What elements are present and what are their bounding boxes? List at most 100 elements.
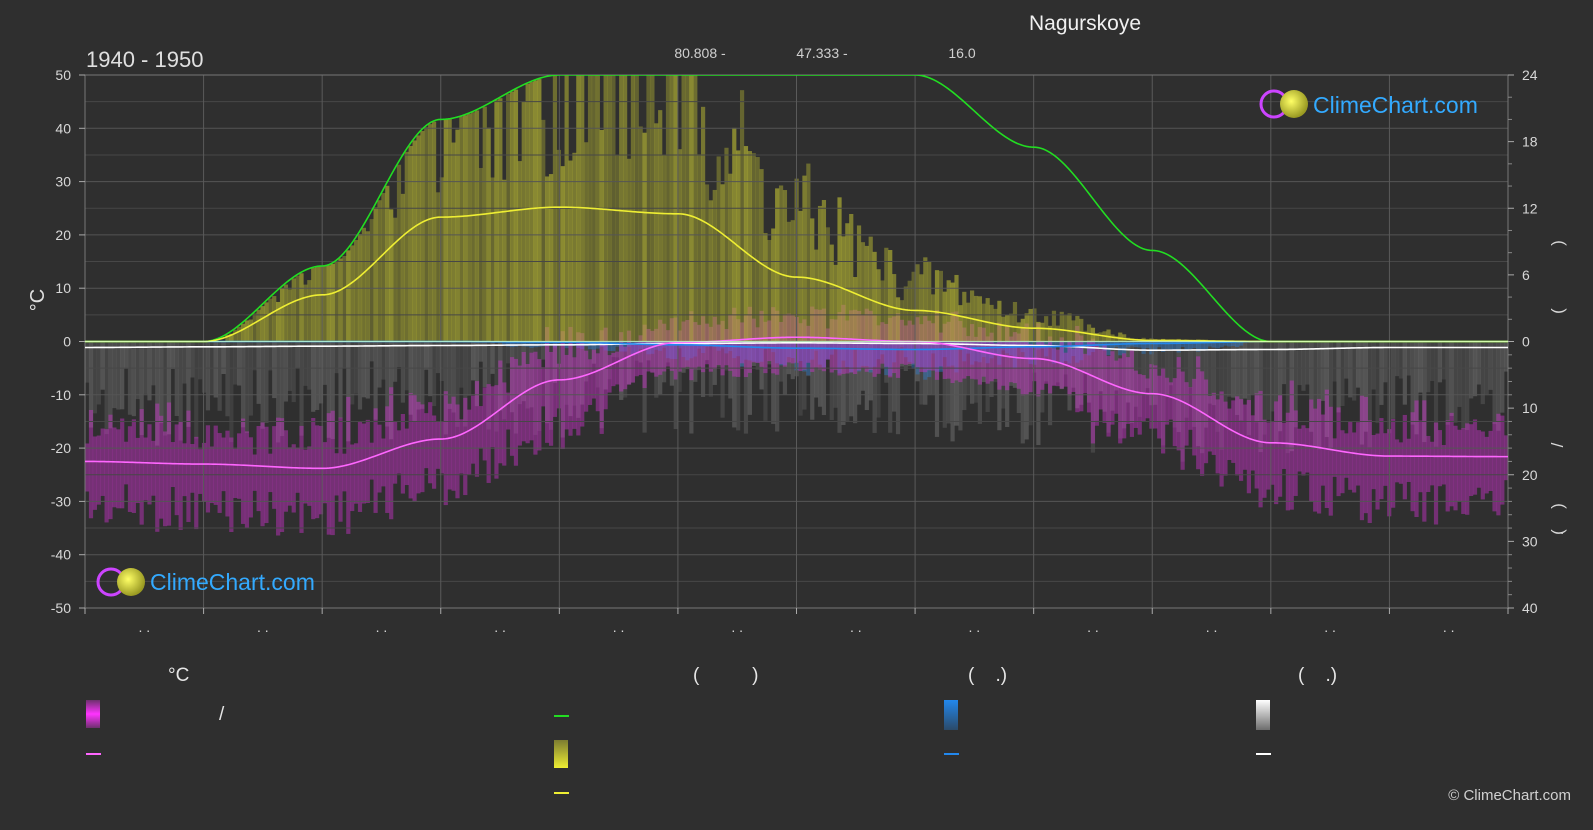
temperature-band-bar [829, 319, 834, 373]
rain-band-bar [517, 341, 522, 346]
snow-band-bar [1430, 341, 1435, 381]
rain-band-bar [1071, 341, 1076, 357]
snow-band-bar [1402, 341, 1407, 405]
sunshine-band-bar [899, 300, 905, 342]
snow-band-bar [1188, 341, 1193, 388]
x-month-label: . . [257, 619, 269, 635]
rain-band-bar [849, 341, 854, 373]
sunshine-band-bar [541, 119, 546, 342]
snow-band-bar [1196, 341, 1201, 447]
y-tick-label: 50 [55, 67, 71, 83]
rain-band-bar [1188, 341, 1193, 350]
sunshine-band-bar [572, 152, 577, 342]
sunshine-band-bar [1114, 335, 1119, 342]
rain-band-bar [954, 341, 959, 373]
snow-band-bar [595, 341, 600, 388]
temperature-band-bar [934, 310, 940, 380]
legend-swatch-rain-band [944, 700, 958, 730]
sunshine-band-bar [763, 233, 768, 342]
snow-band-bar [123, 341, 129, 369]
sunshine-band-bar [888, 250, 893, 342]
snow-band-bar [307, 341, 312, 390]
snow-band-bar [584, 341, 589, 382]
snow-band-bar [1320, 341, 1326, 401]
snow-band-bar [548, 341, 554, 430]
snow-band-bar [318, 341, 324, 404]
snow-band-bar [1301, 341, 1306, 391]
sunshine-band-bar [225, 334, 230, 342]
rain-band-bar [814, 341, 819, 351]
snow-band-bar [1242, 341, 1248, 399]
sunshine-band-bar [950, 282, 955, 342]
rain-band-bar [790, 341, 795, 359]
temperature-band-bar [1215, 399, 1220, 474]
snow-band-bar [993, 341, 998, 383]
snow-band-bar [693, 341, 698, 382]
snow-band-bar [739, 341, 745, 367]
temperature-band-bar [318, 425, 324, 515]
snow-band-bar [556, 341, 561, 369]
snow-band-bar [767, 341, 772, 365]
temperature-band-bar [1270, 421, 1275, 485]
snow-band-bar [1133, 341, 1138, 407]
sunshine-band-bar [1075, 315, 1080, 342]
temperature-band-bar [1005, 325, 1010, 391]
temperature-band-bar [541, 367, 546, 407]
snow-band-bar [1106, 341, 1111, 433]
snow-band-bar [962, 341, 967, 411]
snow-band-bar [833, 341, 838, 408]
legend-swatch-snow-band [1256, 700, 1270, 730]
legend-sun-header: ( ) [693, 665, 759, 686]
rain-band-bar [950, 341, 955, 366]
snow-band-bar [1453, 341, 1458, 423]
rain-band-bar [969, 341, 975, 365]
temperature-band-bar [435, 421, 441, 469]
sunshine-band-bar [311, 267, 316, 342]
snow-band-bar [876, 341, 881, 418]
temperature-band-bar [1504, 435, 1508, 481]
rain-band-bar [1079, 341, 1084, 361]
x-month-label: . . [376, 619, 388, 635]
x-month-label: . . [731, 619, 743, 635]
snow-band-bar [576, 341, 581, 418]
snow-band-bar [903, 341, 908, 372]
temperature-band-bar [872, 315, 877, 377]
temperature-band-bar [545, 327, 550, 443]
x-month-label: . . [1087, 619, 1099, 635]
snow-band-bar [1176, 341, 1181, 433]
sunshine-band-bar [856, 225, 862, 342]
rain-band-bar [1024, 341, 1029, 359]
y2-tick-label: 24 [1522, 67, 1538, 83]
rain-band-bar [1164, 341, 1170, 350]
rain-band-bar [685, 341, 690, 361]
snow-band-bar [1363, 341, 1368, 432]
snow-band-bar [1258, 341, 1263, 453]
rain-band-bar [513, 341, 519, 347]
snow-band-bar [392, 341, 398, 382]
temperature-band-bar [315, 425, 320, 519]
rain-band-bar [548, 341, 554, 346]
temperature-band-bar [439, 421, 444, 474]
snow-band-bar [509, 341, 515, 413]
temperature-band-bar [490, 386, 495, 448]
temperature-band-bar [1051, 348, 1057, 386]
rain-band-bar [556, 341, 561, 346]
temperature-band-bar [96, 435, 101, 505]
snow-band-bar [1200, 341, 1205, 454]
snow-band-bar [268, 341, 273, 371]
snow-band-bar [1036, 341, 1041, 446]
temperature-band-bar [1164, 377, 1170, 425]
snow-band-bar [977, 341, 982, 424]
legend-swatch-temp-line [86, 753, 101, 755]
temperature-band-bar [1316, 398, 1322, 514]
y3-tick-label: 20 [1522, 467, 1538, 483]
snow-band-bar [1426, 341, 1431, 393]
snow-band-bar [377, 341, 382, 388]
snow-band-bar [1336, 341, 1341, 413]
temperature-band-bar [658, 319, 663, 375]
rain-band-bar [665, 341, 671, 359]
snow-band-bar [291, 341, 296, 403]
rain-band-bar [568, 341, 573, 346]
watermark-brand: ClimeChart.com [1313, 92, 1478, 118]
